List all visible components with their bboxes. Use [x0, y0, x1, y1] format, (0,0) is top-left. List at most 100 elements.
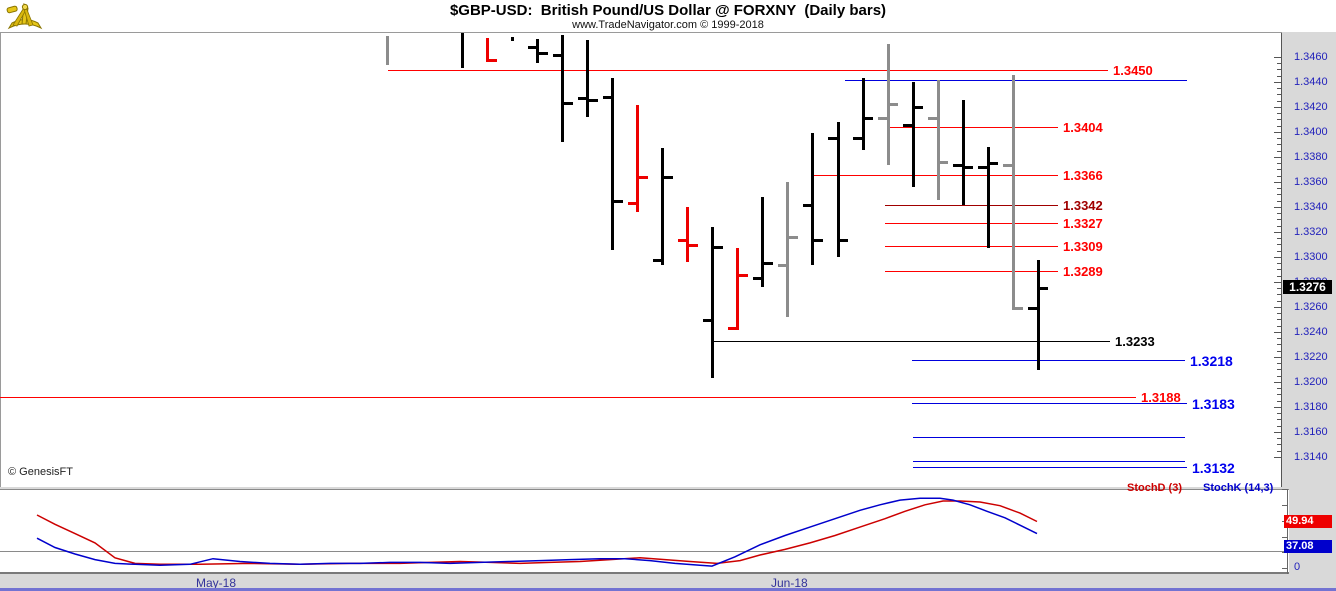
- stochd-label: StochD (3): [1127, 482, 1182, 494]
- axis-tick: [1277, 251, 1282, 252]
- axis-tick: [1277, 319, 1282, 320]
- axis-tick: [1274, 82, 1282, 83]
- price-level-label: 1.3218: [1190, 353, 1233, 369]
- axis-tick: [1277, 151, 1282, 152]
- ohlc-bar-open-tick: [602, 95, 612, 99]
- axis-tick: [1274, 282, 1282, 283]
- price-level-label: 1.3309: [1063, 239, 1103, 254]
- axis-tick: [1274, 157, 1282, 158]
- axis-tick: [1277, 94, 1282, 95]
- price-axis-label: 1.3240: [1294, 326, 1328, 338]
- ohlc-bar-range: [836, 122, 840, 257]
- axis-tick: [1277, 351, 1282, 352]
- last-price-box: 1.3276: [1283, 280, 1332, 294]
- ohlc-bar-open-tick: [903, 123, 913, 127]
- axis-tick: [1277, 326, 1282, 327]
- axis-tick: [1277, 163, 1282, 164]
- price-level-line: [845, 80, 1187, 81]
- ohlc-bar-range: [385, 36, 389, 65]
- ohlc-bar-close-tick: [663, 176, 673, 179]
- axis-tick: [1277, 376, 1282, 377]
- price-axis-label: 1.3260: [1294, 301, 1328, 313]
- ohlc-bar-range: [561, 35, 565, 142]
- axis-tick: [1277, 176, 1282, 177]
- price-level-line: [913, 467, 1187, 468]
- axis-tick: [1277, 394, 1282, 395]
- axis-tick: [1277, 294, 1282, 295]
- ohlc-bar-close-tick: [613, 199, 623, 203]
- ohlc-bar-range: [686, 207, 690, 262]
- price-level-label: 1.3366: [1063, 168, 1103, 183]
- ohlc-bar-open-tick: [953, 163, 963, 167]
- ohlc-bar-range: [485, 38, 489, 62]
- ohlc-bar-open-tick: [802, 203, 812, 207]
- axis-tick: [1277, 113, 1282, 114]
- ohlc-bar-close-tick: [839, 238, 849, 242]
- price-level-line: [885, 205, 1058, 206]
- axis-tick: [1274, 207, 1282, 208]
- ohlc-bar-open-tick: [1003, 163, 1013, 167]
- axis-tick: [1277, 344, 1282, 345]
- ohlc-bar-range: [886, 44, 890, 165]
- ohlc-bar-open-tick: [552, 53, 562, 57]
- price-axis-label: 1.3200: [1294, 376, 1328, 388]
- ohlc-bar-close-tick: [488, 58, 498, 62]
- ohlc-bar-close-tick: [738, 273, 748, 277]
- axis-tick: [1277, 244, 1282, 245]
- ohlc-bar-open-tick: [928, 116, 938, 120]
- price-level-line: [912, 360, 1185, 361]
- ohlc-bar-range: [1036, 260, 1040, 370]
- axis-tick: [1277, 119, 1282, 120]
- ohlc-bar-range: [460, 33, 464, 68]
- ohlc-bar-close-tick: [563, 101, 573, 105]
- axis-tick: [1277, 213, 1282, 214]
- ohlc-bar-range: [786, 182, 790, 317]
- axis-tick: [1277, 276, 1282, 277]
- axis-tick: [1274, 407, 1282, 408]
- ohlc-bar-range: [961, 100, 965, 205]
- axis-tick: [1277, 269, 1282, 270]
- axis-tick: [1277, 63, 1282, 64]
- axis-tick: [1277, 69, 1282, 70]
- price-axis[interactable]: [1281, 33, 1282, 487]
- axis-tick: [1277, 401, 1282, 402]
- ohlc-bar-close-tick: [688, 243, 698, 247]
- ohlc-bar-range: [661, 148, 665, 265]
- price-level-line: [0, 397, 1136, 398]
- price-axis-label: 1.3180: [1294, 401, 1328, 413]
- stochd-line: [36, 500, 1038, 566]
- axis-tick: [1274, 107, 1282, 108]
- price-level-line: [913, 437, 1185, 438]
- price-level-line: [713, 341, 1110, 342]
- price-axis-label: 1.3160: [1294, 426, 1328, 438]
- ohlc-bar-close-tick: [964, 165, 974, 169]
- axis-tick: [1274, 232, 1282, 233]
- ohlc-bar-range: [711, 227, 715, 378]
- stoch-axis-zero-label: 0: [1294, 561, 1301, 573]
- price-level-label: 1.3450: [1113, 63, 1153, 78]
- axis-tick: [1274, 132, 1282, 133]
- stoch-axis-tick: [1282, 489, 1288, 490]
- price-chart-plot[interactable]: [0, 32, 1282, 487]
- axis-tick: [1277, 338, 1282, 339]
- axis-tick: [1277, 288, 1282, 289]
- ohlc-bar-open-tick: [853, 136, 863, 140]
- ohlc-bar-range: [861, 78, 865, 150]
- price-level-label: 1.3327: [1063, 216, 1103, 231]
- ohlc-bar-range: [586, 40, 590, 117]
- price-level-label: 1.3132: [1192, 460, 1235, 476]
- axis-tick: [1277, 369, 1282, 370]
- stochastic-plot: [36, 497, 1038, 567]
- price-axis-label: 1.3220: [1294, 351, 1328, 363]
- stoch-axis-tick: [1282, 537, 1288, 538]
- axis-tick: [1277, 76, 1282, 77]
- ohlc-bar-close-tick: [588, 98, 598, 102]
- price-level-line: [912, 403, 1187, 404]
- ohlc-bar-range: [986, 147, 990, 248]
- axis-tick: [1277, 201, 1282, 202]
- price-level-label: 1.3188: [1141, 390, 1181, 405]
- ohlc-bar-open-tick: [727, 326, 737, 330]
- axis-tick: [1277, 419, 1282, 420]
- price-axis-label: 1.3460: [1294, 51, 1328, 63]
- price-level-label: 1.3342: [1063, 198, 1103, 213]
